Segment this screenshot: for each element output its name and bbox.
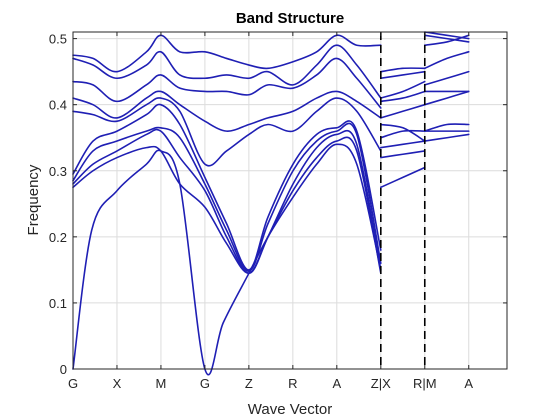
band-line-18 bbox=[380, 80, 426, 99]
band-line-3 bbox=[72, 128, 382, 274]
x-tick-label: X bbox=[113, 376, 122, 391]
band-line-26 bbox=[423, 70, 470, 86]
x-tick-label: A bbox=[464, 376, 473, 391]
band-line-30 bbox=[423, 31, 470, 40]
band-line-8 bbox=[72, 57, 382, 109]
band-line-1 bbox=[72, 143, 382, 376]
axes-box bbox=[72, 31, 508, 370]
band-line-9 bbox=[72, 44, 382, 99]
band-line-15 bbox=[380, 123, 426, 142]
x-tick-label: G bbox=[200, 376, 210, 391]
band-line-29 bbox=[423, 34, 470, 43]
x-tick-label: R|M bbox=[413, 376, 437, 391]
band-line-5 bbox=[72, 103, 382, 271]
band-line-12 bbox=[380, 150, 426, 159]
y-tick-label: 0.1 bbox=[49, 296, 67, 311]
chart-title: Band Structure bbox=[236, 10, 344, 27]
band-line-13 bbox=[380, 140, 426, 149]
band-line-27 bbox=[423, 51, 470, 70]
x-tick-label: M bbox=[156, 376, 167, 391]
band-line-23 bbox=[423, 123, 470, 132]
y-tick-label: 0 bbox=[60, 362, 67, 377]
x-axis-label: Wave Vector bbox=[248, 401, 332, 418]
band-line-6 bbox=[72, 97, 382, 167]
band-line-19 bbox=[380, 70, 426, 80]
band-line-28 bbox=[423, 34, 470, 47]
x-tick-label: A bbox=[332, 376, 341, 391]
band-line-21 bbox=[423, 133, 470, 142]
divider-layer bbox=[380, 32, 426, 369]
x-tick-label: G bbox=[68, 376, 78, 391]
band-line-2 bbox=[72, 136, 382, 274]
band-line-24 bbox=[423, 90, 470, 106]
band-line-7 bbox=[72, 90, 382, 132]
y-tick-label: 0.5 bbox=[49, 32, 67, 47]
x-tick-label: R bbox=[288, 376, 297, 391]
x-tick-label: Z|X bbox=[371, 376, 391, 391]
band-line-14 bbox=[380, 129, 426, 139]
y-tick-label: 0.2 bbox=[49, 230, 67, 245]
series-layer bbox=[72, 31, 470, 376]
band-line-17 bbox=[380, 90, 426, 103]
y-axis-label: Frequency bbox=[25, 164, 42, 235]
band-line-4 bbox=[72, 122, 382, 272]
y-tick-label: 0.3 bbox=[49, 164, 67, 179]
band-line-10 bbox=[72, 34, 382, 73]
band-line-20 bbox=[380, 67, 426, 73]
y-tick-label: 0.4 bbox=[49, 98, 67, 113]
band-line-16 bbox=[380, 103, 426, 119]
tick-layer: G X M G Z R A Z|X R|M A 0 0.1 0.2 0.3 0.4 0.5 bbox=[49, 32, 507, 391]
band-line-11 bbox=[380, 166, 426, 189]
x-tick-label: Z bbox=[245, 376, 253, 391]
